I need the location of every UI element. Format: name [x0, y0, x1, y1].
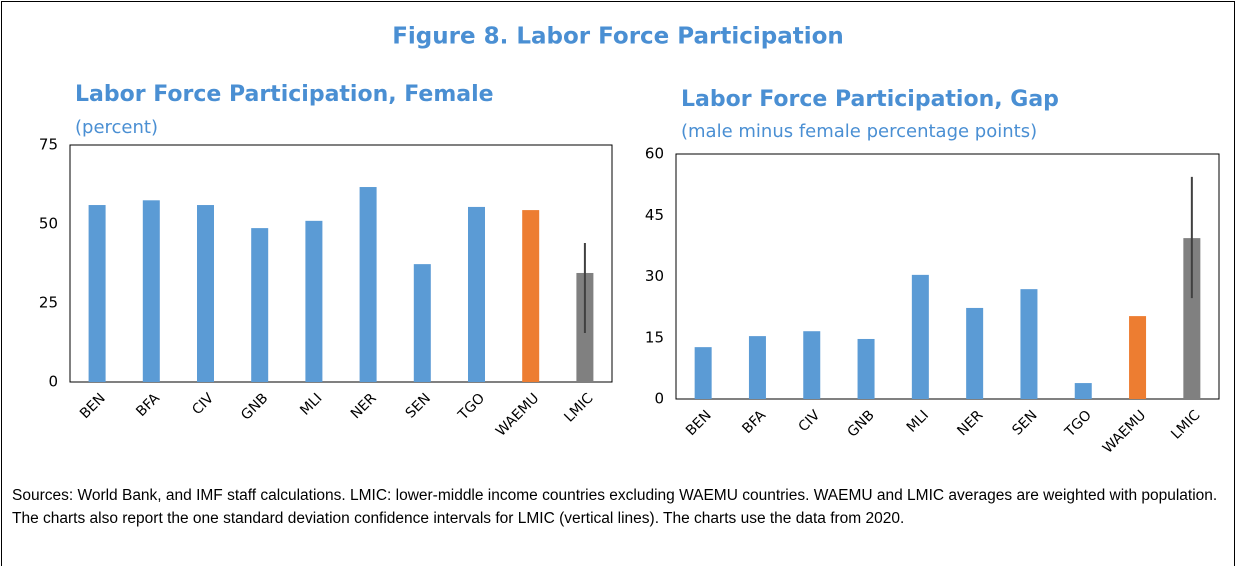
y-tick-label: 75 — [39, 136, 58, 154]
bar — [88, 205, 106, 382]
x-tick-label: LMIC — [1168, 407, 1203, 442]
bar — [1074, 383, 1092, 399]
chart-subtitle: (male minus female percentage points) — [681, 121, 1037, 142]
y-tick-label: 0 — [654, 390, 664, 408]
bar — [251, 228, 269, 382]
chart-title: Labor Force Participation, Gap — [681, 87, 1059, 112]
x-tick-label: TGO — [1061, 407, 1095, 441]
x-tick-label: GNB — [845, 407, 878, 440]
x-tick-label: BEN — [77, 390, 109, 422]
x-tick-label: WAEMU — [493, 390, 542, 439]
y-tick-label: 25 — [39, 294, 58, 312]
y-tick-label: 15 — [645, 328, 664, 346]
bar — [911, 274, 929, 399]
bar — [522, 210, 540, 382]
plot-frame — [69, 144, 613, 383]
x-tick-label: WAEMU — [1100, 407, 1149, 456]
x-tick-label: CIV — [795, 407, 823, 435]
bar — [1183, 238, 1201, 399]
x-tick-label: TGO — [455, 390, 489, 424]
bar — [142, 200, 160, 382]
bar — [413, 264, 431, 382]
x-tick-label: NER — [954, 407, 986, 439]
plot-frame — [675, 153, 1220, 400]
bar — [694, 347, 712, 399]
chart-title: Labor Force Participation, Female — [75, 82, 494, 107]
bar — [305, 220, 323, 382]
figure-title: Figure 8. Labor Force Participation — [392, 24, 844, 50]
bar — [1129, 316, 1147, 399]
x-tick-label: SEN — [1009, 407, 1040, 438]
x-tick-label: CIV — [189, 390, 217, 418]
note: Sources: World Bank, and IMF staff calcu… — [12, 487, 1218, 527]
y-tick-label: 30 — [645, 267, 664, 285]
x-tick-label: GNB — [238, 390, 271, 423]
x-tick-label: BFA — [133, 390, 163, 420]
bar — [803, 331, 821, 399]
y-tick-label: 60 — [645, 145, 664, 163]
bar — [1020, 289, 1038, 399]
y-tick-label: 45 — [645, 206, 664, 224]
x-tick-label: MLI — [297, 390, 325, 418]
x-tick-label: BFA — [739, 407, 769, 437]
x-tick-label: SEN — [403, 390, 434, 421]
bar — [748, 336, 766, 399]
bar — [468, 206, 485, 382]
bar — [359, 187, 377, 382]
x-tick-label: LMIC — [561, 390, 596, 425]
y-tick-label: 0 — [48, 373, 58, 391]
y-tick-label: 50 — [39, 215, 58, 233]
bar — [857, 338, 875, 399]
x-tick-label: MLI — [904, 407, 932, 435]
x-tick-label: BEN — [683, 407, 715, 439]
x-tick-label: NER — [348, 390, 380, 422]
bar — [197, 205, 214, 382]
bar — [966, 307, 984, 399]
chart-subtitle: (percent) — [75, 117, 158, 138]
